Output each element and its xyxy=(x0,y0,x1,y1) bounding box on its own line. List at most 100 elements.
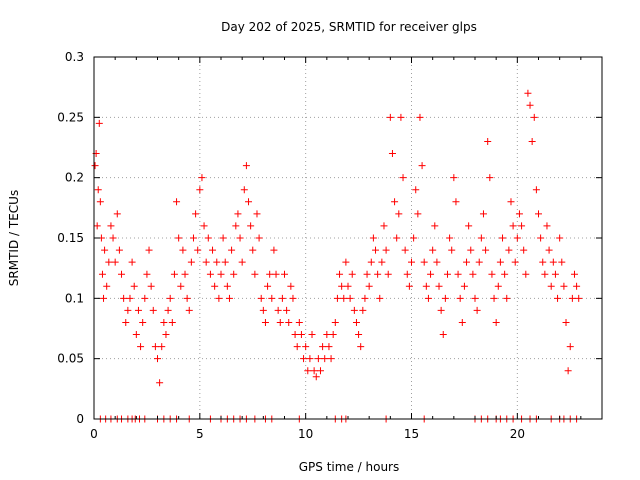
data-point xyxy=(120,294,128,302)
data-point xyxy=(331,318,339,326)
data-point xyxy=(137,343,145,351)
data-point xyxy=(245,198,253,206)
data-point xyxy=(300,355,308,363)
data-point xyxy=(156,379,164,387)
data-point xyxy=(95,119,103,127)
data-point xyxy=(181,270,189,278)
y-tick-label: 0.05 xyxy=(57,352,84,366)
data-point xyxy=(122,318,130,326)
data-point xyxy=(240,186,248,194)
data-point xyxy=(403,270,411,278)
data-point xyxy=(475,258,483,266)
data-point xyxy=(452,198,460,206)
data-point xyxy=(160,318,168,326)
data-point xyxy=(433,258,441,266)
data-point xyxy=(363,270,371,278)
data-point xyxy=(486,174,494,182)
data-point xyxy=(139,318,147,326)
data-point xyxy=(295,318,303,326)
data-point xyxy=(573,282,581,290)
data-point xyxy=(558,258,566,266)
data-point xyxy=(128,258,136,266)
data-point xyxy=(196,186,204,194)
data-point xyxy=(175,234,183,242)
data-point xyxy=(314,355,322,363)
data-point xyxy=(302,343,310,351)
data-point xyxy=(420,258,428,266)
data-point xyxy=(253,210,261,218)
data-point xyxy=(219,234,227,242)
data-point xyxy=(435,282,443,290)
data-point xyxy=(463,258,471,266)
data-point xyxy=(141,294,149,302)
data-point xyxy=(488,270,496,278)
data-point xyxy=(384,270,392,278)
data-point xyxy=(399,174,407,182)
data-point xyxy=(477,234,485,242)
data-point xyxy=(319,343,327,351)
x-axis-title: GPS time / hours xyxy=(299,460,400,474)
data-point xyxy=(268,294,276,302)
data-point xyxy=(234,210,242,218)
data-point xyxy=(446,234,454,242)
data-point xyxy=(551,270,559,278)
y-tick-label: 0.15 xyxy=(57,231,84,245)
data-point xyxy=(124,306,132,314)
data-point xyxy=(528,137,536,145)
data-point xyxy=(460,282,468,290)
data-point xyxy=(471,294,479,302)
data-point xyxy=(448,246,456,254)
data-point xyxy=(490,294,498,302)
data-point xyxy=(91,162,99,170)
y-tick-label: 0.2 xyxy=(65,171,84,185)
data-point xyxy=(501,270,509,278)
data-point xyxy=(168,318,176,326)
data-point xyxy=(441,294,449,302)
data-point xyxy=(308,331,316,339)
data-point xyxy=(414,210,422,218)
data-point xyxy=(352,318,360,326)
data-point xyxy=(439,331,447,339)
data-point xyxy=(289,294,297,302)
data-point xyxy=(568,294,576,302)
data-point xyxy=(560,282,568,290)
data-point xyxy=(401,246,409,254)
data-point xyxy=(369,234,377,242)
data-point xyxy=(386,113,394,121)
data-point xyxy=(526,101,534,109)
data-point xyxy=(509,222,517,230)
data-point xyxy=(98,270,106,278)
data-point xyxy=(187,258,195,266)
data-point xyxy=(103,282,111,290)
data-point xyxy=(321,355,329,363)
data-point xyxy=(281,270,288,278)
data-point xyxy=(554,294,562,302)
data-point xyxy=(247,222,255,230)
data-point xyxy=(285,318,293,326)
data-point xyxy=(376,294,384,302)
data-point xyxy=(570,270,578,278)
data-point xyxy=(200,222,208,230)
data-point xyxy=(412,186,420,194)
y-tick-label: 0 xyxy=(76,412,84,426)
data-point xyxy=(365,282,373,290)
data-point xyxy=(276,318,284,326)
data-point xyxy=(547,282,555,290)
data-point xyxy=(522,270,530,278)
data-point xyxy=(255,234,263,242)
data-point xyxy=(143,270,151,278)
y-tick-label: 0.25 xyxy=(57,110,84,124)
data-point xyxy=(537,234,545,242)
data-point xyxy=(359,306,367,314)
data-point xyxy=(539,258,547,266)
data-point xyxy=(264,282,272,290)
data-point xyxy=(505,246,513,254)
data-point xyxy=(556,234,564,242)
data-point xyxy=(344,282,352,290)
data-point xyxy=(333,294,341,302)
data-point xyxy=(154,355,161,363)
data-point xyxy=(158,343,166,351)
data-point xyxy=(357,343,365,351)
data-point xyxy=(266,270,274,278)
